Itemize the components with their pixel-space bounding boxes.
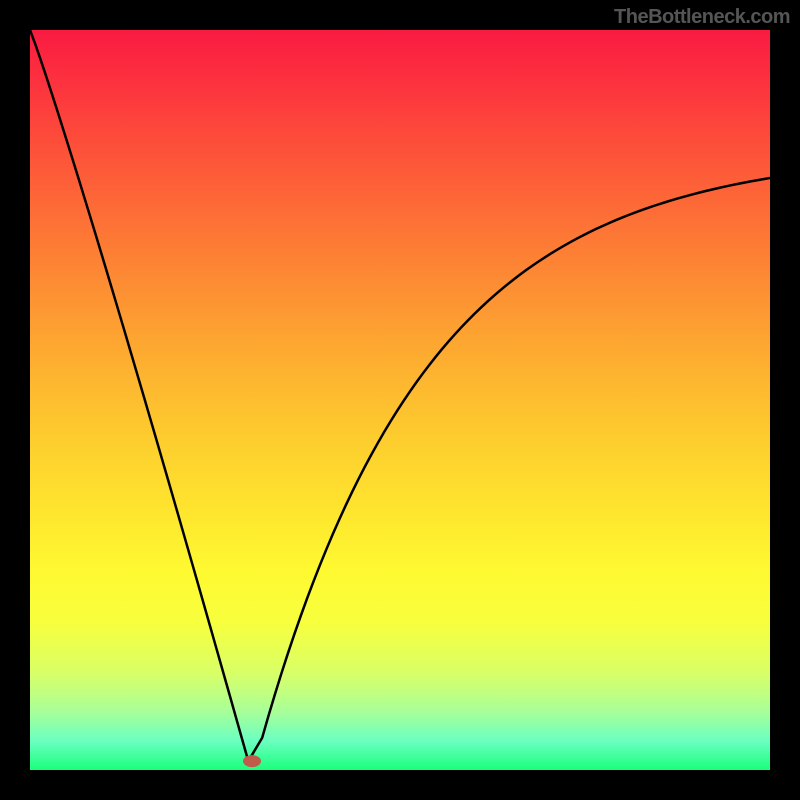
watermark-text: TheBottleneck.com: [614, 6, 790, 29]
chart-frame: TheBottleneck.com: [0, 0, 800, 800]
plot-area: [30, 30, 770, 770]
dip-marker: [243, 755, 261, 767]
bottleneck-curve-chart: [30, 30, 770, 770]
gradient-background: [30, 30, 770, 770]
